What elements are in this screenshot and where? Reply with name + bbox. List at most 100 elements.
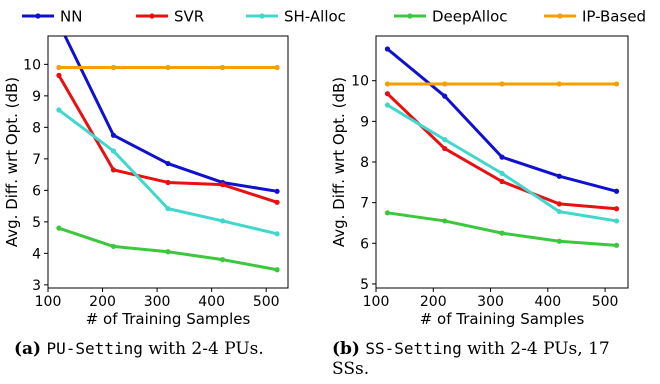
data-point	[613, 242, 620, 248]
legend-item: SH-Alloc	[246, 8, 346, 26]
legend-label: NN	[60, 8, 82, 26]
series-nn	[63, 36, 280, 194]
x-tick-label: 200	[420, 294, 447, 310]
y-tick-label: 9	[360, 114, 369, 130]
series-deepalloc	[384, 210, 620, 248]
data-point	[613, 206, 620, 212]
caption-b: (b) SS-Setting with 2-4 PUs, 17 SSs.	[332, 339, 652, 379]
series-line	[58, 226, 278, 272]
data-point	[219, 218, 226, 224]
x-tick-label: 400	[198, 294, 225, 310]
series-svr	[384, 91, 620, 212]
series-nn	[384, 46, 620, 194]
data-point	[274, 199, 280, 205]
caption-a: (a) PU-Setting with 2-4 PUs.	[14, 339, 314, 359]
legend-marker	[259, 13, 265, 19]
y-tick-label: 6	[360, 236, 369, 252]
data-point	[165, 206, 171, 212]
legend-label: DeepAlloc	[432, 8, 508, 26]
plot-area	[56, 36, 280, 273]
data-point	[556, 81, 562, 87]
data-point	[56, 64, 62, 71]
x-tick-label: 100	[363, 294, 390, 310]
data-point	[274, 231, 280, 237]
data-point	[56, 107, 62, 113]
x-tick-label: 300	[144, 294, 171, 310]
data-point	[110, 132, 117, 138]
data-point	[384, 102, 391, 108]
x-tick-label: 200	[89, 294, 116, 310]
data-point	[219, 257, 226, 263]
series-line	[386, 47, 617, 193]
data-point	[556, 173, 562, 179]
x-tick-label: 300	[477, 294, 504, 310]
data-point	[110, 148, 117, 154]
axes-frame	[375, 35, 629, 289]
caption-b-text: with 2-4 PUs, 17 SSs.	[332, 339, 610, 379]
series-line	[386, 103, 617, 223]
data-point	[442, 93, 448, 99]
x-axis-label: # of Training Samples	[420, 310, 585, 328]
x-tick-label: 100	[35, 294, 62, 310]
data-point	[613, 218, 620, 224]
legend-item: DeepAlloc	[394, 8, 508, 26]
data-point	[499, 170, 505, 176]
legend-item: SVR	[136, 8, 204, 26]
caption-b-label: (b)	[332, 339, 360, 359]
y-axis-label: Avg. Diff. wrt Opt. (dB)	[330, 77, 348, 247]
data-point	[442, 218, 448, 224]
data-point	[56, 72, 62, 78]
series-line	[387, 211, 617, 247]
chart-panel-1: 100 200 300 400 500 3 4 5 6 7 8 9 10 # of Training Sa…	[3, 35, 289, 328]
data-point	[219, 182, 226, 188]
y-tick-label: 10	[23, 57, 41, 73]
data-point	[165, 160, 171, 167]
y-tick-label: 7	[32, 152, 41, 168]
data-point	[499, 230, 505, 236]
data-point	[499, 81, 505, 87]
data-point	[110, 167, 117, 173]
data-point	[556, 238, 562, 244]
series-ip-based	[384, 81, 620, 87]
data-point	[274, 188, 280, 194]
data-point	[274, 267, 280, 273]
caption-a-setting: PU-Setting	[46, 339, 143, 358]
data-point	[165, 249, 171, 255]
data-point	[384, 91, 391, 97]
data-point	[442, 81, 448, 87]
legend-item: IP-Based	[544, 8, 646, 26]
x-axis-label: # of Training Samples	[86, 310, 251, 328]
data-point	[442, 137, 448, 143]
data-point	[274, 64, 280, 71]
legend-item: NN	[22, 8, 82, 26]
data-point	[556, 201, 562, 207]
y-tick-label: 5	[32, 215, 41, 231]
legend-label: SVR	[174, 8, 204, 26]
data-point	[384, 46, 391, 52]
y-tick-label: 6	[32, 183, 41, 199]
data-point	[384, 81, 391, 87]
y-tick-label: 7	[360, 196, 369, 212]
series-line	[386, 92, 617, 211]
y-tick-label: 8	[360, 155, 369, 171]
axes-frame	[47, 35, 289, 289]
x-tick-label: 500	[592, 294, 619, 310]
series-sh-alloc	[56, 107, 280, 237]
data-point	[110, 243, 117, 250]
series-ip-based	[56, 64, 280, 71]
data-point	[499, 154, 505, 160]
data-point	[384, 210, 391, 216]
legend-marker	[557, 13, 563, 19]
data-point	[165, 179, 171, 186]
data-point	[613, 188, 620, 194]
series-sh-alloc	[384, 102, 620, 224]
x-tick-label: 500	[253, 294, 280, 310]
y-tick-label: 10	[351, 74, 369, 90]
plot-area	[384, 46, 620, 248]
y-tick-label: 5	[360, 277, 369, 293]
y-tick-label: 8	[32, 120, 41, 136]
data-point	[110, 64, 117, 71]
series-line	[58, 108, 278, 236]
legend-label: SH-Alloc	[284, 8, 346, 26]
